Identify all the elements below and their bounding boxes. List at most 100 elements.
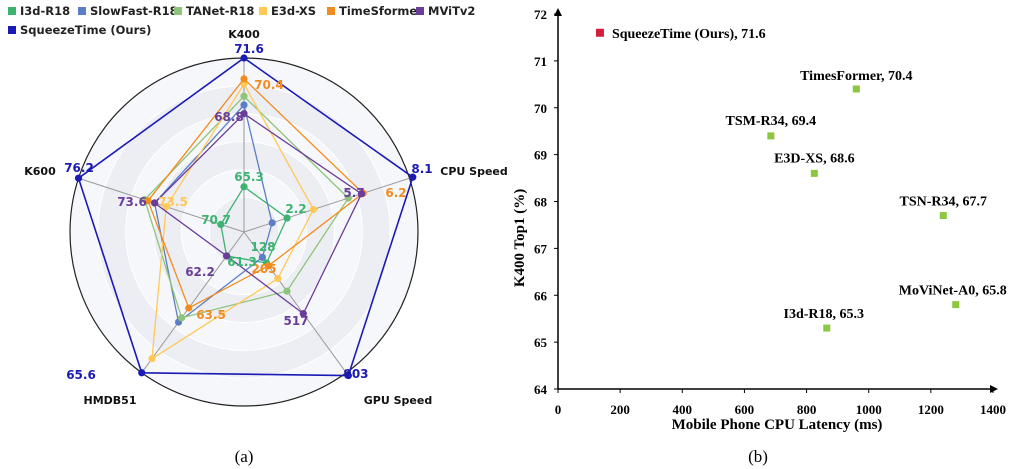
y-tick-label: 70	[534, 101, 547, 116]
radar-value-label-squeezetime-ours: 65.6	[66, 368, 96, 382]
radar-point-squeezetime-ours	[344, 371, 352, 380]
radar-value-label-timesformer: 63.5	[196, 308, 226, 322]
radar-value-labels: 71.6 8.1 903 65.6 76.2 70.4 6.2 205 63.5 68.8 5.7 5…	[64, 42, 432, 382]
legend-swatch	[327, 7, 335, 15]
radar-point-i3d-r18	[283, 214, 291, 222]
radar-series-e3d-xs	[151, 82, 315, 360]
legend-entry: TANet-R18	[186, 4, 254, 18]
legend-swatch	[8, 7, 16, 15]
radar-point-timesformer	[185, 304, 193, 312]
radar-series-squeezetime-ours	[77, 57, 414, 377]
scatter-chart: 0 200 400 600 800 1000 1200 1400 64 65 66 67 68 69 70 7…	[512, 7, 1007, 466]
radar-point-timesformer	[264, 262, 273, 270]
radar-value-label-timesformer: 70.4	[254, 78, 284, 92]
radar-chart: I3d-R18 SlowFast-R18 TANet-R18 E3d-XS TimeSf…	[8, 4, 508, 466]
radar-legend: I3d-R18 SlowFast-R18 TANet-R18 E3d-XS TimeSf…	[8, 4, 475, 37]
radar-point-tanet-r18	[240, 92, 248, 100]
radar-value-label-i3d-r18: 61.3	[227, 255, 257, 269]
radar-value-label-squeezetime-ours: 903	[343, 367, 368, 381]
x-tick-label: 400	[673, 402, 693, 417]
radar-point-mvitv2	[151, 199, 159, 207]
scatter-point	[823, 324, 831, 332]
radar-point-squeezetime-ours	[138, 369, 146, 377]
y-axis-label: K400 Top1 (%)	[512, 189, 528, 287]
x-tick-label: 1400	[980, 402, 1006, 417]
scatter-point-label: E3D-XS, 68.6	[774, 151, 855, 166]
radar-point-e3d-xs	[240, 80, 248, 88]
radar-value-label-mvitv2: 73.6	[117, 195, 147, 209]
scatter-point-label: SqueezeTime (Ours), 71.6	[612, 27, 766, 42]
legend-entry: I3d-R18	[20, 4, 70, 18]
radar-series-i3d-r18	[220, 185, 288, 264]
radar-value-label-mvitv2: 517	[283, 314, 308, 328]
scatter-ticks: 0 200 400 600 800 1000 1200 1400 64 65 66 67 68 69 70 7…	[534, 7, 1006, 417]
y-tick-label: 65	[534, 335, 548, 350]
radar-axis-label: GPU Speed	[364, 394, 432, 407]
y-tick-label: 68	[534, 195, 548, 210]
radar-point-timesformer	[144, 197, 152, 205]
x-axis-arrow	[990, 385, 998, 393]
scatter-point-label: MoViNet-A0, 65.8	[899, 284, 1007, 299]
radar-point-mvitv2	[223, 252, 231, 260]
scatter-point-label: TimesFormer, 70.4	[800, 69, 912, 84]
radar-value-label-squeezetime-ours: 8.1	[411, 162, 432, 176]
radar-point-i3d-r18	[217, 220, 225, 229]
legend-entry: TimeSformer	[339, 4, 423, 18]
radar-value-label-squeezetime-ours: 71.6	[234, 42, 264, 56]
caption-b: (b)	[748, 447, 768, 466]
scatter-point-label: I3d-R18, 65.3	[784, 307, 865, 322]
scatter-point	[852, 85, 860, 93]
x-tick-label: 800	[797, 402, 817, 417]
radar-point-mvitv2	[240, 110, 248, 118]
scatter-points: SqueezeTime (Ours), 71.6 TimesFormer, 70.…	[595, 27, 1007, 332]
radar-value-label-extra: 2.2	[285, 202, 306, 216]
legend-swatch	[174, 7, 182, 15]
radar-point-tanet-r18	[283, 287, 291, 295]
x-axis-label: Mobile Phone CPU Latency (ms)	[672, 417, 883, 433]
radar-value-label-i3d-r18: 65.3	[234, 170, 264, 184]
y-tick-label: 67	[534, 241, 548, 256]
radar-point-mvitv2	[357, 190, 366, 198]
radar-value-label-mvitv2: 68.8	[214, 110, 244, 124]
y-tick-label: 66	[534, 288, 548, 303]
legend-swatch	[8, 26, 16, 34]
radar-value-label-timesformer: 6.2	[385, 186, 406, 200]
y-tick-label: 71	[534, 54, 547, 69]
radar-point-e3d-xs	[162, 203, 170, 211]
radar-spoke	[78, 177, 245, 233]
legend-entry: MViTv2	[428, 4, 475, 18]
radar-point-squeezetime-ours	[74, 174, 83, 182]
radar-axis-label: K400	[228, 28, 260, 41]
radar-point-e3d-xs	[309, 205, 318, 214]
radar-value-label-mvitv2: 5.7	[343, 186, 364, 200]
scatter-point-label: TSN-R34, 67.7	[900, 195, 988, 210]
radar-point-slowfast-r18	[240, 101, 248, 109]
y-tick-label: 72	[534, 7, 547, 22]
radar-point-mvitv2	[299, 310, 307, 318]
radar-value-label-mvitv2: 62.2	[185, 265, 215, 279]
radar-point-e3d-xs	[274, 274, 282, 283]
radar-value-label-squeezetime-ours: 76.2	[64, 161, 94, 175]
radar-series-slowfast-r18	[153, 103, 273, 324]
caption-a: (a)	[235, 447, 254, 466]
radar-axis-label: K600	[24, 165, 56, 178]
legend-swatch	[259, 7, 267, 15]
legend-entry: E3d-XS	[271, 4, 316, 18]
radar-point-e3d-xs	[148, 355, 156, 363]
x-tick-label: 1200	[918, 402, 944, 417]
scatter-point	[952, 301, 960, 309]
legend-swatch	[78, 7, 86, 15]
radar-series-mvitv2	[153, 112, 363, 315]
radar-axis-labels: K400 CPU Speed GPU Speed HMDB51 K600	[24, 28, 508, 407]
radar-series	[74, 54, 417, 380]
x-tick-label: 1000	[856, 402, 882, 417]
radar-point-slowfast-r18	[258, 253, 267, 261]
x-tick-label: 0	[555, 402, 562, 417]
scatter-point	[767, 132, 775, 140]
radar-axis-label: CPU Speed	[440, 165, 508, 178]
radar-point-tanet-r18	[178, 314, 186, 322]
radar-series-timesformer	[147, 77, 365, 309]
radar-point-tanet-r18	[344, 194, 352, 202]
scatter-axes	[554, 8, 998, 393]
